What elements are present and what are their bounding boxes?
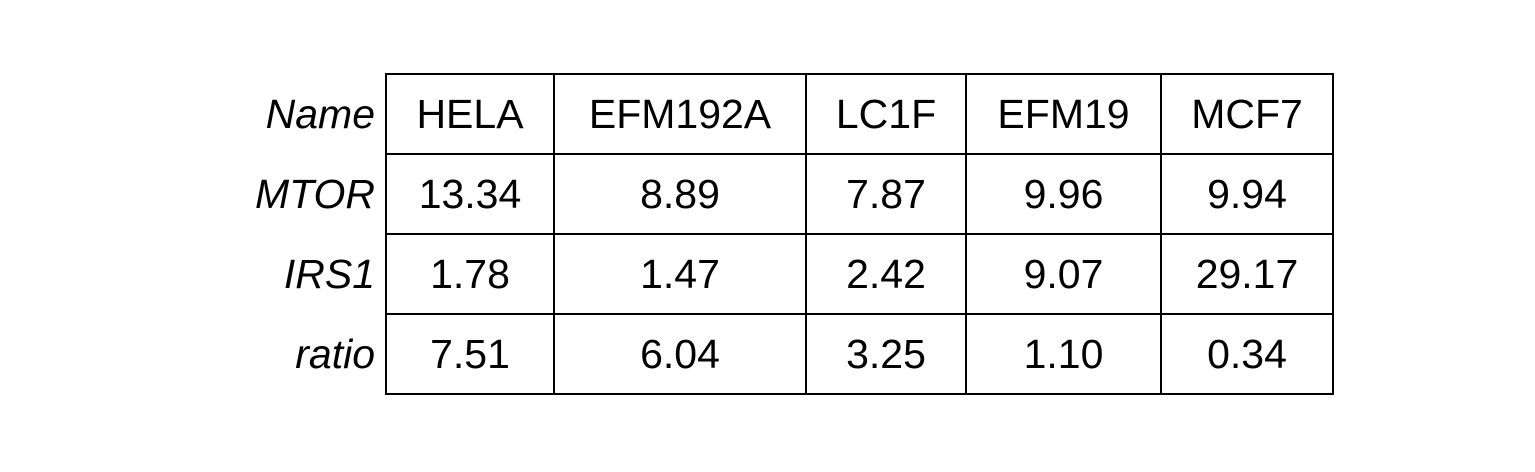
- table-cell: 9.07: [965, 233, 1162, 315]
- table-cell: 7.51: [385, 313, 555, 395]
- data-table-container: Name HELA EFM192A LC1F EFM19 MCF7 MTOR 1…: [236, 73, 1334, 395]
- table-cell: 9.96: [965, 153, 1162, 235]
- row-label-name: Name: [265, 90, 375, 137]
- table-cell: 2.42: [805, 233, 967, 315]
- column-header-efm19: EFM19: [965, 73, 1162, 155]
- table-cell: 1.10: [965, 313, 1162, 395]
- row-label-irs1: IRS1: [283, 250, 375, 297]
- table-cell: 3.25: [805, 313, 967, 395]
- table-cell: 8.89: [553, 153, 807, 235]
- column-header-efm192a: EFM192A: [553, 73, 807, 155]
- table-row-mtor: MTOR 13.34 8.89 7.87 9.96 9.94: [236, 153, 1334, 235]
- table-cell: 6.04: [553, 313, 807, 395]
- row-label-mtor: MTOR: [255, 170, 375, 217]
- column-header-mcf7: MCF7: [1160, 73, 1334, 155]
- table-cell: 1.47: [553, 233, 807, 315]
- table-row-ratio: ratio 7.51 6.04 3.25 1.10 0.34: [236, 313, 1334, 395]
- table-row-irs1: IRS1 1.78 1.47 2.42 9.07 29.17: [236, 233, 1334, 315]
- table-cell: 29.17: [1160, 233, 1334, 315]
- table-cell: 0.34: [1160, 313, 1334, 395]
- row-label-ratio: ratio: [295, 330, 375, 377]
- table-cell: 1.78: [385, 233, 555, 315]
- column-header-lc1f: LC1F: [805, 73, 967, 155]
- table-cell: 13.34: [385, 153, 555, 235]
- data-table: Name HELA EFM192A LC1F EFM19 MCF7 MTOR 1…: [236, 73, 1334, 395]
- table-cell: 9.94: [1160, 153, 1334, 235]
- table-cell: 7.87: [805, 153, 967, 235]
- header-row: Name HELA EFM192A LC1F EFM19 MCF7: [236, 73, 1334, 155]
- column-header-hela: HELA: [385, 73, 555, 155]
